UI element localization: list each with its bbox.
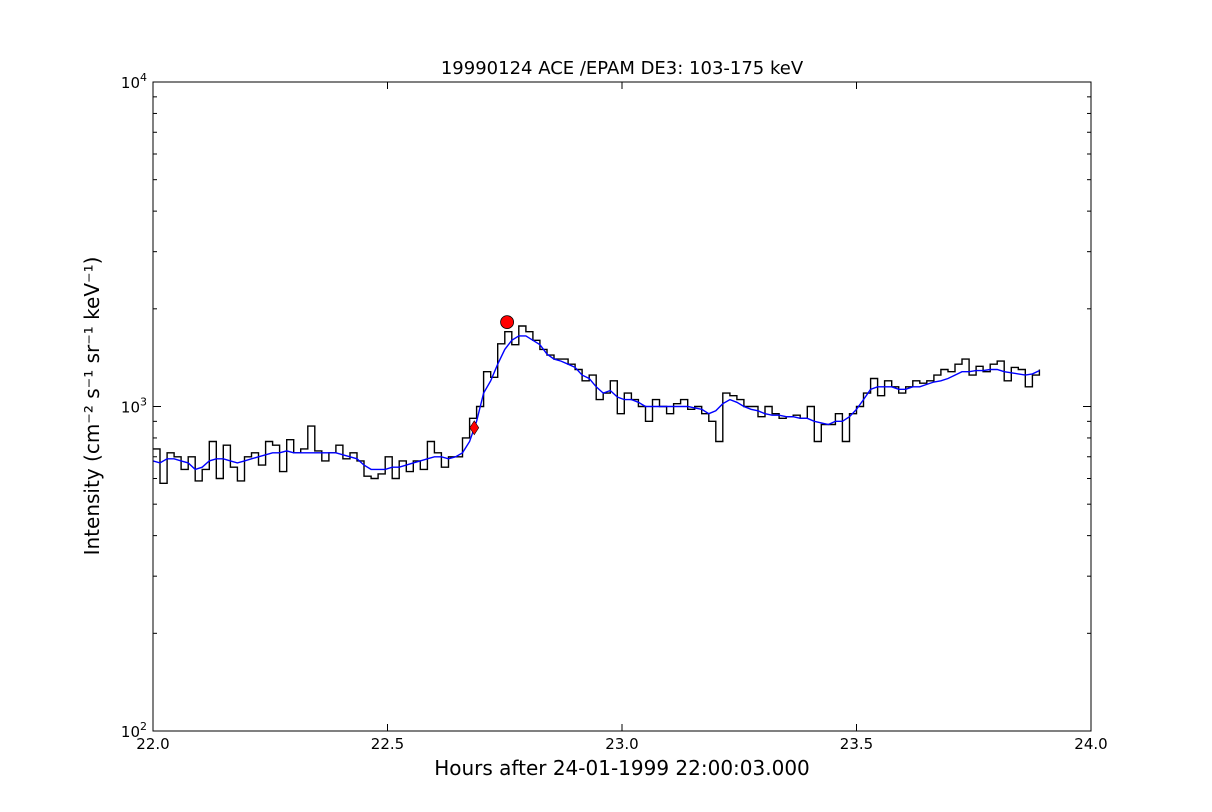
x-tick-label: 22.5	[371, 735, 404, 753]
x-tick-label: 23.5	[840, 735, 873, 753]
chart-title: 19990124 ACE /EPAM DE3: 103-175 keV	[441, 58, 804, 79]
x-tick-label: 23.0	[605, 735, 638, 753]
y-axis-label: Intensity (cm⁻² s⁻¹ sr⁻¹ keV⁻¹)	[80, 257, 104, 556]
series-line-0	[153, 325, 1041, 484]
y-tick-label: 103	[121, 396, 147, 417]
x-tick-label: 24.0	[1074, 735, 1107, 753]
series-line-1	[152, 335, 1040, 471]
x-axis-label: Hours after 24-01-1999 22:00:03.000	[434, 756, 810, 780]
marker-diamond	[469, 420, 480, 436]
x-tick-label: 22.0	[136, 735, 169, 753]
y-tick-label: 104	[121, 71, 147, 92]
y-tick-label: 102	[121, 720, 147, 741]
marker-circle	[500, 315, 514, 330]
plot-frame	[152, 81, 1092, 732]
